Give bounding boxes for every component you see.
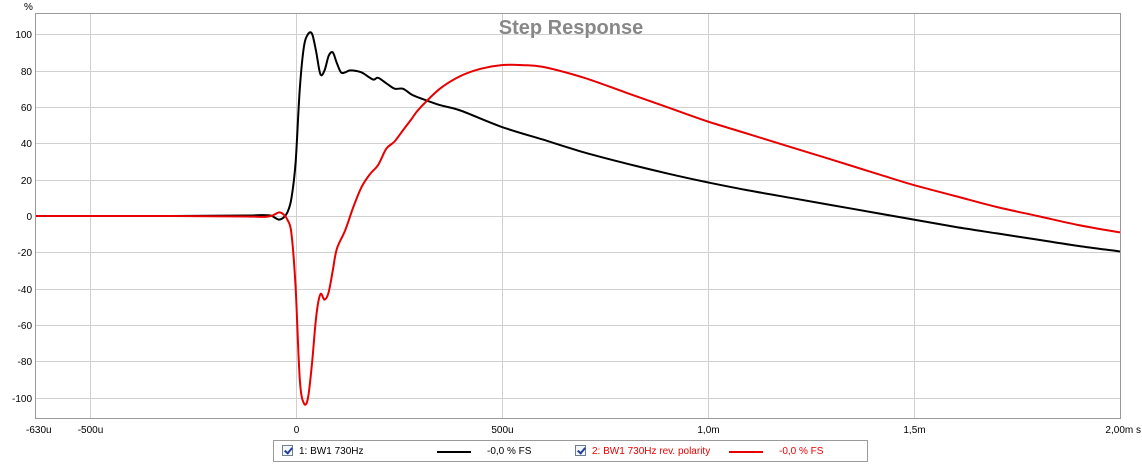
- x-tick-label: 1,0m: [697, 425, 719, 436]
- grid: [36, 14, 1120, 418]
- series-2-swatch: [729, 451, 763, 453]
- series-1-value: -0,0 % FS: [487, 446, 532, 457]
- x-tick-label: -630u: [26, 425, 52, 436]
- y-tick-label: 0: [26, 212, 32, 223]
- y-tick-label: -100: [12, 394, 32, 405]
- series-1-name: 1: BW1 730Hz: [299, 446, 364, 457]
- y-axis-unit-label: %: [24, 2, 33, 13]
- series-1-swatch: [437, 451, 471, 453]
- series-2-line: [35, 63, 1121, 406]
- y-tick-label: 40: [21, 139, 33, 150]
- x-tick-label: 2,00m s: [1105, 425, 1141, 436]
- y-tick-label: -60: [18, 321, 33, 332]
- y-tick-label: 100: [15, 30, 32, 41]
- legend-item-series-1: 1: BW1 730Hz -0,0 % FS: [274, 441, 564, 461]
- y-tick-label: 20: [21, 176, 33, 187]
- legend: 1: BW1 730Hz -0,0 % FS 2: BW1 730Hz rev.…: [273, 440, 868, 462]
- x-tick-label: -500u: [78, 425, 104, 436]
- y-tick-label: -20: [18, 248, 33, 259]
- tick-labels: 100 80 60 40 20 0 -20 -40 -60 -80 -100 -630u -500u 0 5…: [12, 30, 1141, 436]
- y-tick-label: -80: [18, 357, 33, 368]
- x-tick-label: 1,5m: [903, 425, 925, 436]
- y-tick-label: 60: [21, 103, 33, 114]
- series-layer: [35, 31, 1121, 406]
- x-tick-label: 500u: [491, 425, 513, 436]
- x-tick-label: 0: [294, 425, 300, 436]
- series-1-line: [35, 31, 1121, 253]
- chart-title: Step Response: [499, 17, 643, 39]
- series-1-checkbox[interactable]: [282, 445, 293, 456]
- legend-item-series-2: 2: BW1 730Hz rev. polarity -0,0 % FS: [570, 441, 865, 461]
- series-2-name: 2: BW1 730Hz rev. polarity: [592, 446, 711, 457]
- series-2-checkbox[interactable]: [575, 445, 586, 456]
- y-tick-label: -40: [18, 285, 33, 296]
- series-2-value: -0,0 % FS: [779, 446, 824, 457]
- y-tick-label: 80: [21, 67, 33, 78]
